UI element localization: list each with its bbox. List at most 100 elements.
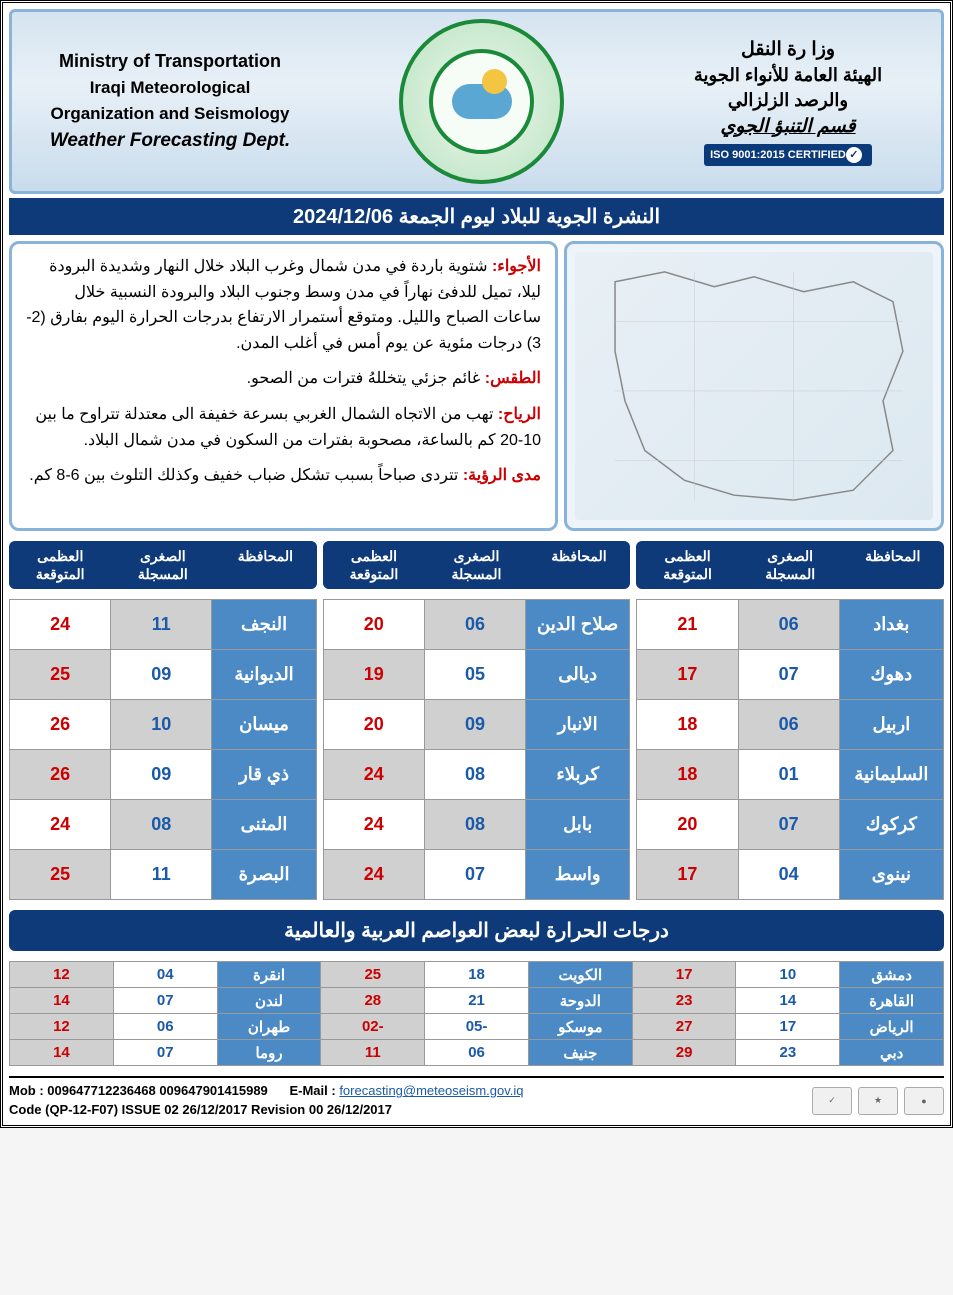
footer-email-label: E-Mail : bbox=[289, 1083, 335, 1098]
min-temp: 05 bbox=[424, 650, 525, 700]
wind-para: الرياح: تهب من الاتجاه الشمال الغربي بسر… bbox=[26, 402, 541, 453]
max-temp: 24 bbox=[9, 800, 110, 850]
atmosphere-text: شتوية باردة في مدن شمال وغرب البلاد خلال… bbox=[26, 258, 541, 352]
hdr-min: الصغرى المسجلة bbox=[739, 545, 842, 585]
wind-text: تهب من الاتجاه الشمال الغربي بسرعة خفيفة… bbox=[35, 406, 541, 449]
max-temp: 11 bbox=[321, 1040, 425, 1066]
table-row: دبي2329جنيف0611روما0714 bbox=[10, 1040, 944, 1066]
city-cell: كركوك bbox=[839, 800, 943, 850]
column-headers: المحافظة الصغرى المسجلة العظمى المتوقعة … bbox=[9, 541, 944, 589]
max-temp: 29 bbox=[632, 1040, 736, 1066]
hdr-max: العظمى المتوقعة bbox=[636, 545, 739, 585]
city-cell: دهوك bbox=[839, 650, 943, 700]
min-temp: -05 bbox=[425, 1014, 529, 1040]
weather-para: الطقس: غائم جزئي يتخللهُ فترات من الصحو. bbox=[26, 366, 541, 392]
min-temp: 06 bbox=[425, 1040, 529, 1066]
min-temp: 06 bbox=[738, 700, 839, 750]
intl-title: درجات الحرارة لبعض العواصم العربية والعا… bbox=[9, 910, 944, 951]
max-temp: 17 bbox=[637, 650, 738, 700]
min-temp: 10 bbox=[111, 700, 212, 750]
org-line2-en: Iraqi Meteorological bbox=[20, 78, 320, 98]
table-row: الرياض1727موسكو-05-02طهران0612 bbox=[10, 1014, 944, 1040]
weather-text: غائم جزئي يتخللهُ فترات من الصحو. bbox=[247, 370, 485, 387]
max-temp: 18 bbox=[637, 700, 738, 750]
iraq-col-2: صلاح الدين0620ديالى0519الانبار0920كربلاء… bbox=[323, 599, 631, 900]
table-row: كربلاء0824 bbox=[323, 750, 630, 800]
org-line1-ar: وزا رة النقل bbox=[643, 38, 933, 61]
intl-table: دمشق1017الكويت1825انقرة0412القاهرة1423ال… bbox=[9, 961, 944, 1066]
hdr-min: الصغرى المسجلة bbox=[112, 545, 215, 585]
org-line3-en: Organization and Seismology bbox=[20, 104, 320, 124]
hdr-province: المحافظة bbox=[214, 545, 317, 585]
iraq-temp-table: بغداد0621دهوك0717اربيل0618السليمانية0118… bbox=[9, 599, 944, 900]
table-row: بابل0824 bbox=[323, 800, 630, 850]
city-cell: واسط bbox=[526, 850, 630, 900]
hdr-max: العظمى المتوقعة bbox=[9, 545, 112, 585]
min-temp: 18 bbox=[425, 962, 529, 988]
map-box bbox=[564, 241, 944, 531]
atmosphere-para: الأجواء: شتوية باردة في مدن شمال وغرب ال… bbox=[26, 254, 541, 356]
footer-email[interactable]: forecasting@meteoseism.gov.iq bbox=[339, 1083, 523, 1098]
cert-badge-icon: ✓ bbox=[812, 1087, 852, 1115]
city-cell: اربيل bbox=[839, 700, 943, 750]
min-temp: 04 bbox=[738, 850, 839, 900]
city-cell: الرياض bbox=[840, 1014, 944, 1040]
max-temp: 24 bbox=[323, 850, 424, 900]
min-temp: 11 bbox=[111, 600, 212, 650]
table-row: واسط0724 bbox=[323, 850, 630, 900]
visibility-label: مدى الرؤية: bbox=[463, 467, 541, 484]
atmosphere-label: الأجواء: bbox=[492, 258, 541, 275]
max-temp: 19 bbox=[323, 650, 424, 700]
table-row: دمشق1017الكويت1825انقرة0412 bbox=[10, 962, 944, 988]
wind-label: الرياح: bbox=[498, 406, 541, 423]
city-cell: موسكو bbox=[528, 1014, 632, 1040]
org-line3-ar: والرصد الزلزالي bbox=[643, 90, 933, 111]
max-temp: 25 bbox=[321, 962, 425, 988]
max-temp: 23 bbox=[632, 988, 736, 1014]
max-temp: 20 bbox=[323, 600, 424, 650]
table-row: دهوك0717 bbox=[637, 650, 944, 700]
cert-badge-icon: ★ bbox=[858, 1087, 898, 1115]
max-temp: 20 bbox=[637, 800, 738, 850]
max-temp: 24 bbox=[323, 800, 424, 850]
min-temp: 11 bbox=[111, 850, 212, 900]
table-row: ذي قار0926 bbox=[9, 750, 316, 800]
max-temp: 28 bbox=[321, 988, 425, 1014]
city-cell: بابل bbox=[526, 800, 630, 850]
max-temp: 14 bbox=[10, 1040, 114, 1066]
max-temp: 24 bbox=[323, 750, 424, 800]
hdr-province: المحافظة bbox=[841, 545, 944, 585]
min-temp: 06 bbox=[424, 600, 525, 650]
footer-code: Code (QP-12-F07) ISSUE 02 26/12/2017 Rev… bbox=[9, 1102, 392, 1117]
table-row: البصرة1125 bbox=[9, 850, 316, 900]
table-row: اربيل0618 bbox=[637, 700, 944, 750]
city-cell: الدوحة bbox=[528, 988, 632, 1014]
min-temp: 08 bbox=[111, 800, 212, 850]
page: Ministry of Transportation Iraqi Meteoro… bbox=[0, 0, 953, 1128]
visibility-text: تتردى صباحاً بسبب تشكل ضباب خفيف وكذلك ا… bbox=[29, 467, 463, 484]
max-temp: 25 bbox=[9, 850, 110, 900]
col-header-1: المحافظة الصغرى المسجلة العظمى المتوقعة bbox=[636, 541, 944, 589]
min-temp: 14 bbox=[736, 988, 840, 1014]
dept-ar: قسم التنبؤ الجوي bbox=[643, 115, 933, 138]
city-cell: ذي قار bbox=[212, 750, 316, 800]
min-temp: 17 bbox=[736, 1014, 840, 1040]
table-row: ميسان1026 bbox=[9, 700, 316, 750]
table-row: الانبار0920 bbox=[323, 700, 630, 750]
dept-en: Weather Forecasting Dept. bbox=[20, 130, 320, 152]
min-temp: 08 bbox=[424, 750, 525, 800]
max-temp: 27 bbox=[632, 1014, 736, 1040]
city-cell: السليمانية bbox=[839, 750, 943, 800]
max-temp: 26 bbox=[9, 750, 110, 800]
min-temp: 09 bbox=[424, 700, 525, 750]
bulletin-title: النشرة الجوية للبلاد ليوم الجمعة 2024/12… bbox=[9, 198, 944, 235]
max-temp: 25 bbox=[9, 650, 110, 700]
header-arabic: وزا رة النقل الهيئة العامة للأنواء الجوي… bbox=[643, 38, 933, 166]
min-temp: 10 bbox=[736, 962, 840, 988]
min-temp: 06 bbox=[738, 600, 839, 650]
min-temp: 01 bbox=[738, 750, 839, 800]
table-row: نينوى0417 bbox=[637, 850, 944, 900]
city-cell: كربلاء bbox=[526, 750, 630, 800]
city-cell: النجف bbox=[212, 600, 316, 650]
footer-mob: Mob : 009647712236468 009647901415989 bbox=[9, 1083, 268, 1098]
